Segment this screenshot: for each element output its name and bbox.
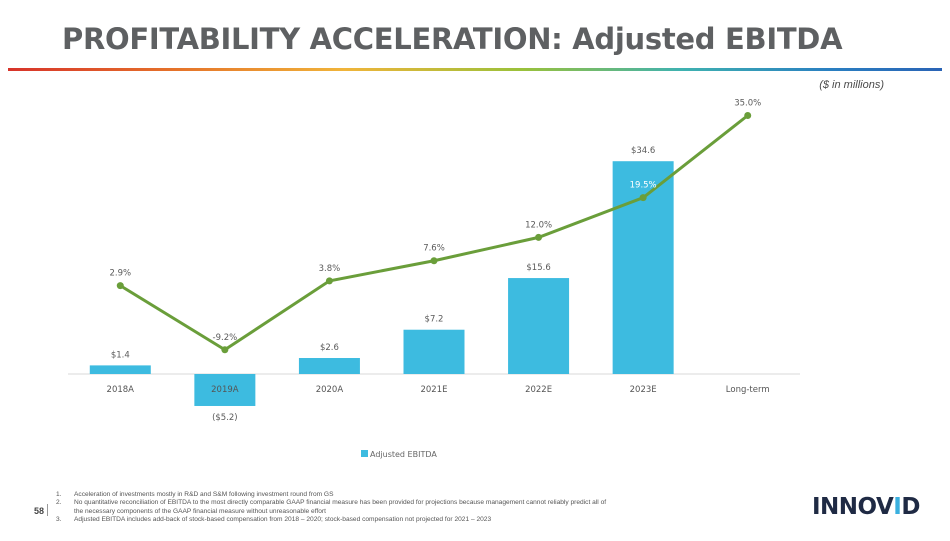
bar-value-label: $34.6 <box>631 146 655 156</box>
x-tick-label: Long-term <box>726 385 770 395</box>
footnote-text: No quantitative reconciliation of EBITDA… <box>74 499 607 515</box>
bar-2020A <box>298 358 360 374</box>
legend-label: Adjusted EBITDA <box>370 450 437 459</box>
margin-point <box>116 282 124 290</box>
margin-value-label: 35.0% <box>734 99 761 109</box>
bar-value-label: ($5.2) <box>212 413 238 423</box>
footnote-number: 1. <box>56 491 62 498</box>
bar-2018A <box>89 365 151 374</box>
x-tick-label: 2019A <box>211 385 239 395</box>
margin-point <box>221 346 229 354</box>
x-tick-label: 2020A <box>316 385 344 395</box>
x-tick-label: 2018A <box>107 385 135 395</box>
legend-swatch <box>361 450 368 457</box>
footnote-number: 2. <box>56 499 62 507</box>
footnote-3: 3. Adjusted EBITDA includes add-back of s… <box>56 516 616 524</box>
footnote-number: 3. <box>56 516 62 524</box>
footnote-1: 1. Acceleration of investments mostly in … <box>56 491 616 499</box>
margin-value-label: 12.0% <box>525 220 552 230</box>
footnote-text: Acceleration of investments mostly in R&… <box>74 491 334 498</box>
footnote-2: 2. No quantitative reconciliation of EBIT… <box>56 499 616 516</box>
bar-value-label: $15.6 <box>526 263 550 273</box>
margin-value-label: 7.6% <box>423 244 445 254</box>
page-number: 58 <box>34 506 45 516</box>
x-tick-label: 2023E <box>630 385 657 395</box>
title-divider <box>8 68 942 71</box>
margin-point <box>744 112 752 119</box>
innovid-logo: INNOV I D <box>812 494 920 520</box>
margin-point <box>325 277 333 285</box>
margin-point <box>639 194 647 202</box>
bar-2022E <box>508 278 570 374</box>
x-tick-label: 2022E <box>525 385 552 395</box>
bar-value-label: $2.6 <box>320 343 339 353</box>
bar-2019A <box>194 374 256 406</box>
bar-2021E <box>403 329 465 374</box>
margin-value-label: 3.8% <box>319 264 341 274</box>
footnote-text: Adjusted EBITDA includes add-back of sto… <box>74 516 492 524</box>
page-number-divider <box>47 504 48 516</box>
bar-value-label: $1.4 <box>111 350 130 360</box>
margin-point <box>430 257 438 265</box>
units-note: ($ in millions) <box>819 79 884 91</box>
margin-value-label: 19.5% <box>630 181 657 191</box>
bar-value-label: $7.2 <box>425 315 444 325</box>
margin-value-label: 2.9% <box>109 269 131 279</box>
margin-point <box>535 233 543 241</box>
bar-2023E <box>612 161 674 374</box>
x-tick-label: 2021E <box>420 385 447 395</box>
page-title: PROFITABILITY ACCELERATION: Adjusted EBI… <box>62 22 843 56</box>
margin-value-label: -9.2% <box>213 333 238 343</box>
footnotes: 1. Acceleration of investments mostly in … <box>56 491 616 525</box>
